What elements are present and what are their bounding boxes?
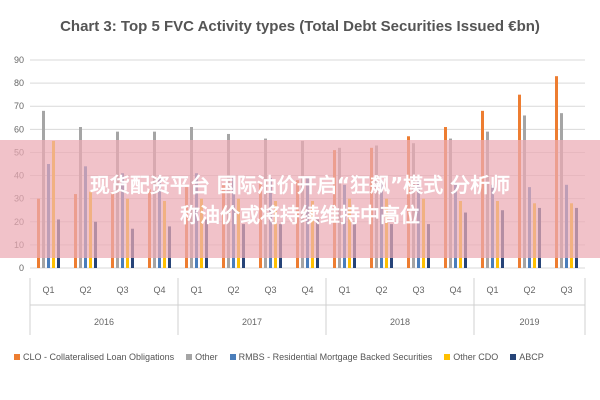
x-tick-label: Q1 (486, 285, 498, 295)
chart-title: Chart 3: Top 5 FVC Activity types (Total… (60, 18, 540, 35)
x-tick-label: Q2 (375, 285, 387, 295)
x-tick-label: Q3 (560, 285, 572, 295)
x-group-label: 2016 (94, 317, 114, 327)
legend-item: ABCP (510, 352, 544, 362)
legend-label: Other CDO (453, 352, 499, 362)
legend-item: RMBS - Residential Mortgage Backed Secur… (229, 352, 433, 362)
y-tick-label: 70 (14, 101, 24, 111)
legend-swatch (510, 354, 517, 360)
legend-swatch (14, 354, 20, 360)
legend-label: Other (195, 352, 218, 362)
x-group-label: 2019 (519, 317, 539, 327)
legend-swatch (229, 354, 236, 360)
y-tick-label: 90 (14, 55, 24, 65)
overlay-line-1: 现货配资平台 国际油价开启“狂飙”模式 分析师 (89, 173, 511, 197)
legend-item: Other CDO (444, 352, 498, 362)
x-tick-label: Q2 (79, 285, 91, 295)
x-tick-label: Q3 (412, 285, 424, 295)
x-tick-label: Q4 (301, 285, 313, 295)
x-tick-label: Q1 (42, 285, 54, 295)
legend-label: ABCP (519, 352, 544, 362)
x-tick-label: Q3 (116, 285, 128, 295)
overlay-line-2: 称油价或将持续维持中高位 (180, 203, 420, 227)
x-group-label: 2018 (390, 317, 410, 327)
x-tick-label: Q2 (523, 285, 535, 295)
y-tick-label: 0 (19, 263, 24, 273)
overlay-text: 现货配资平台 国际油价开启“狂飙”模式 分析师 称油价或将持续维持中高位 (0, 170, 600, 230)
x-tick-label: Q1 (190, 285, 202, 295)
legend-swatch (444, 354, 451, 360)
x-tick-label: Q3 (264, 285, 276, 295)
legend-swatch (186, 354, 193, 360)
x-group-label: 2017 (242, 317, 262, 327)
x-tick-label: Q4 (153, 285, 165, 295)
legend-label: RMBS - Residential Mortgage Backed Secur… (238, 352, 433, 362)
x-tick-label: Q2 (227, 285, 239, 295)
legend-item: CLO - Collateralised Loan Obligations (14, 352, 174, 362)
x-tick-label: Q1 (338, 285, 350, 295)
legend-label: CLO - Collateralised Loan Obligations (23, 352, 175, 362)
x-tick-label: Q4 (449, 285, 461, 295)
y-tick-label: 60 (14, 124, 24, 134)
chart-legend: CLO - Collateralised Loan Obligations Oth… (14, 352, 594, 362)
overlay-banner (0, 140, 600, 258)
legend-item: Other (186, 352, 218, 362)
y-tick-label: 80 (14, 78, 24, 88)
